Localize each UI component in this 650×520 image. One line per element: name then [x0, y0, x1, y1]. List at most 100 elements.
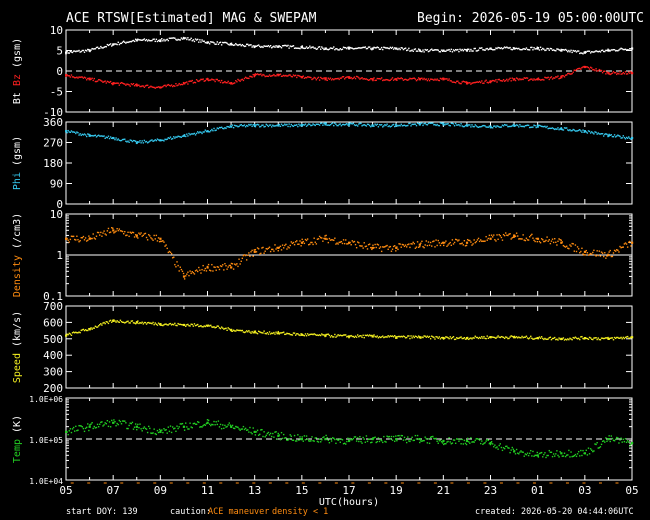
data-point-temp — [522, 451, 524, 453]
data-point-bt — [243, 45, 246, 48]
data-point-bz — [561, 74, 564, 77]
data-point-bt — [173, 37, 175, 39]
data-point-phi — [530, 126, 532, 129]
data-point-bt — [445, 50, 447, 52]
data-point-bz — [398, 77, 400, 80]
data-point-bz — [594, 69, 596, 72]
data-point-speed — [498, 336, 500, 338]
data-point-density — [368, 243, 371, 245]
data-point-speed — [348, 335, 351, 338]
y-tick-label: 0 — [56, 65, 63, 78]
data-point-temp — [392, 435, 395, 438]
data-point-temp — [571, 455, 573, 458]
data-point-density — [217, 266, 220, 268]
data-point-bz — [462, 80, 464, 83]
data-point-density — [509, 233, 511, 235]
data-point-speed — [148, 321, 150, 324]
data-point-phi — [171, 137, 174, 140]
data-point-bt — [291, 45, 294, 47]
data-point-density — [218, 268, 221, 271]
data-point-density — [329, 239, 332, 241]
data-point-bt — [125, 42, 127, 44]
data-point-bt — [79, 51, 81, 53]
data-point-bt — [389, 46, 392, 49]
data-point-bz — [524, 77, 527, 79]
data-point-bt — [538, 49, 541, 51]
data-point-bz — [252, 73, 254, 76]
data-point-speed — [70, 334, 73, 337]
data-point-bt — [153, 38, 155, 40]
data-point-bt — [249, 44, 251, 46]
data-point-bt — [187, 37, 189, 39]
data-point-phi — [144, 141, 147, 143]
data-point-speed — [282, 331, 285, 333]
data-point-speed — [570, 338, 572, 340]
data-point-density — [595, 255, 597, 257]
data-point-speed — [397, 335, 399, 338]
data-point-density — [531, 233, 533, 236]
data-point-phi — [109, 136, 112, 138]
data-point-speed — [412, 335, 414, 337]
data-point-temp — [607, 438, 609, 441]
data-point-temp — [431, 436, 433, 438]
data-point-density — [573, 250, 576, 252]
data-point-bt — [554, 49, 556, 52]
data-point-density — [457, 240, 459, 242]
data-point-speed — [407, 335, 409, 337]
data-point-phi — [342, 123, 345, 126]
data-point-phi — [286, 123, 288, 126]
data-point-density — [66, 237, 68, 240]
data-point-speed — [618, 337, 620, 339]
data-point-temp — [292, 439, 295, 441]
data-point-speed — [317, 334, 320, 337]
data-point-density — [629, 240, 631, 243]
data-point-density — [598, 250, 601, 252]
data-point-bt — [181, 38, 184, 40]
data-point-speed — [480, 337, 482, 339]
data-point-phi — [169, 136, 172, 138]
data-point-bt — [108, 43, 111, 46]
data-point-density — [487, 237, 490, 240]
data-point-density — [476, 239, 479, 241]
data-point-bt — [164, 40, 166, 42]
data-point-bz — [532, 79, 534, 81]
data-point-density — [609, 249, 611, 252]
data-point-bz — [604, 70, 606, 72]
data-point-phi — [113, 137, 115, 139]
data-point-temp — [631, 441, 634, 445]
data-point-speed — [241, 329, 244, 332]
data-point-density — [275, 248, 277, 250]
data-point-bz — [76, 76, 78, 78]
data-point-temp — [573, 454, 576, 457]
data-point-bz — [595, 68, 597, 70]
data-point-density — [575, 250, 578, 253]
data-point-phi — [487, 126, 490, 128]
data-point-bt — [192, 39, 195, 41]
data-point-bz — [339, 77, 341, 79]
data-point-density — [129, 231, 131, 233]
data-point-bz — [206, 78, 209, 81]
data-point-bt — [490, 48, 493, 50]
data-point-phi — [548, 127, 550, 129]
data-point-speed — [138, 322, 140, 325]
data-point-density — [571, 242, 573, 245]
data-point-density — [580, 250, 582, 253]
y-axis-label-part: Bz — [12, 74, 23, 92]
data-point-phi — [390, 125, 393, 127]
data-point-speed — [484, 337, 486, 340]
data-point-phi — [415, 124, 418, 127]
data-point-bt — [454, 48, 457, 51]
data-point-phi — [351, 123, 353, 125]
data-point-phi — [185, 135, 187, 138]
data-point-density — [296, 240, 298, 242]
data-point-bt — [94, 48, 97, 50]
data-point-bz — [230, 82, 233, 84]
data-point-speed — [251, 330, 253, 333]
data-point-speed — [187, 323, 189, 326]
data-point-speed — [533, 338, 535, 340]
data-point-bz — [489, 80, 492, 83]
data-point-density — [222, 264, 224, 266]
data-point-phi — [168, 137, 171, 140]
data-point-temp — [141, 430, 143, 432]
data-point-phi — [472, 125, 474, 128]
